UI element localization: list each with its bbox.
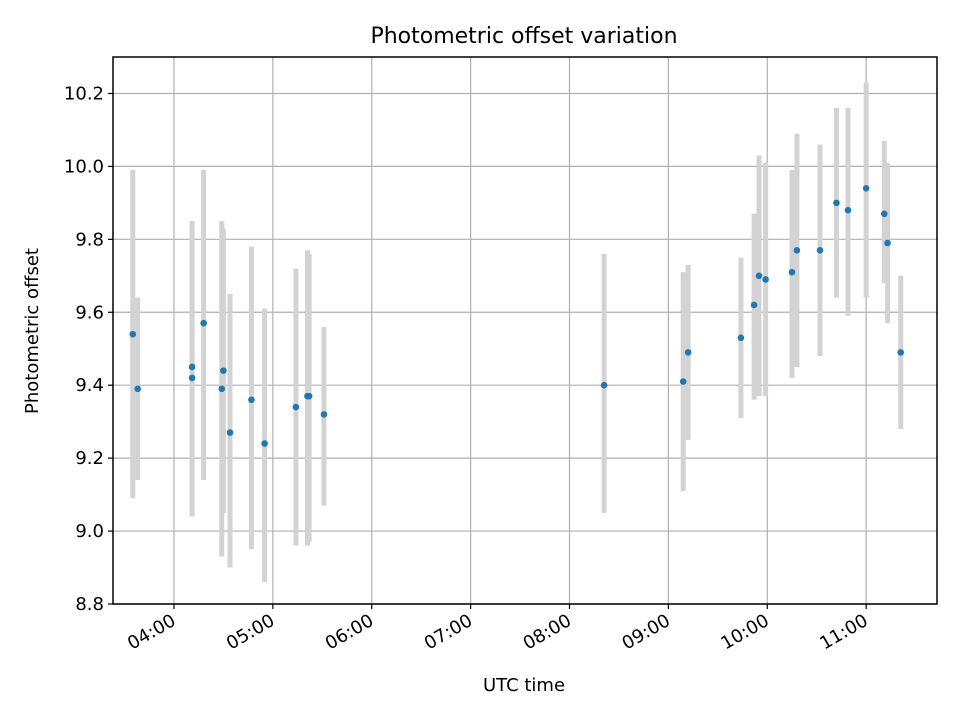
data-point — [679, 378, 687, 385]
data-point — [880, 210, 888, 218]
y-tick-label: 9.8 — [75, 229, 104, 250]
data-point — [737, 334, 745, 342]
data-point — [261, 440, 268, 447]
data-point — [755, 272, 763, 280]
y-tick-label: 10.0 — [64, 156, 104, 177]
data-point — [862, 184, 870, 192]
data-point — [788, 268, 796, 276]
plot-frame — [112, 56, 938, 605]
y-tick-label: 8.8 — [75, 594, 104, 615]
y-tick-label: 9.0 — [75, 521, 104, 542]
data-point — [833, 199, 840, 207]
data-point — [320, 411, 328, 418]
data-point — [292, 403, 300, 411]
data-point — [600, 381, 608, 389]
data-point — [226, 429, 234, 436]
y-tick-label: 10.2 — [64, 83, 104, 104]
y-tick-label: 9.2 — [75, 448, 104, 469]
data-point — [793, 246, 801, 254]
y-axis-label: Photometric offset — [22, 248, 43, 414]
data-points — [129, 184, 905, 447]
data-point — [248, 396, 255, 404]
x-axis-label: UTC time — [483, 675, 565, 696]
data-point — [684, 349, 692, 356]
data-point — [844, 206, 852, 214]
chart-title: Photometric offset variation — [370, 24, 677, 49]
data-point — [220, 367, 227, 374]
data-point — [305, 392, 313, 400]
data-point — [134, 385, 142, 393]
data-point — [188, 363, 196, 371]
y-tick-label: 9.4 — [75, 375, 104, 396]
data-point — [897, 349, 905, 356]
data-point — [218, 385, 226, 393]
y-tick-label: 9.6 — [75, 302, 104, 323]
data-point — [816, 246, 824, 254]
data-point — [200, 319, 207, 327]
data-point — [762, 276, 769, 283]
data-point — [884, 239, 891, 247]
data-point — [129, 330, 137, 338]
data-point — [188, 374, 196, 382]
data-point — [750, 301, 758, 309]
